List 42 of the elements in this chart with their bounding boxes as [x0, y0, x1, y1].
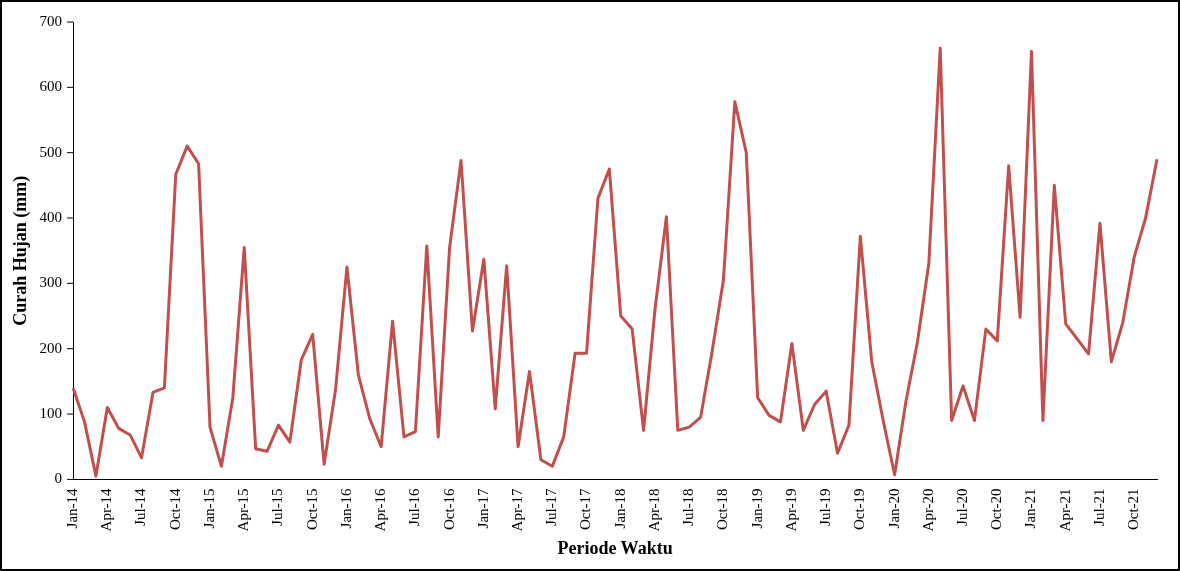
x-tick-label: Apr-15 — [235, 488, 252, 532]
x-tick-label: Jul-15 — [269, 488, 286, 526]
x-tick-label: Oct-16 — [440, 487, 457, 531]
x-tick-label: Jan-18 — [611, 488, 628, 529]
x-tick-label: Apr-18 — [645, 488, 662, 532]
x-tick-label: Jul-17 — [543, 487, 560, 526]
x-tick-label: Jul-18 — [680, 488, 697, 526]
x-tick-label: Oct-18 — [714, 488, 731, 531]
x-tick-label: Jan-14 — [64, 487, 81, 529]
x-tick-label: Jul-20 — [953, 488, 970, 526]
y-tick-label: 400 — [39, 208, 63, 225]
x-tick-label: Jan-20 — [885, 488, 902, 529]
x-tick-label: Jan-19 — [748, 488, 765, 529]
x-tick-label: Apr-20 — [919, 488, 936, 532]
x-tick-label: Apr-14 — [98, 487, 115, 532]
y-axis-title: Curah Hujan (mm) — [10, 175, 32, 326]
x-axis-title: Periode Waktu — [557, 537, 673, 558]
y-tick-label: 600 — [39, 78, 63, 95]
x-tick-label: Oct-15 — [303, 488, 320, 531]
x-tick-label: Jan-17 — [474, 487, 491, 529]
y-tick-label: 700 — [39, 12, 63, 29]
x-tick-label: Jul-19 — [817, 488, 834, 526]
y-tick-label: 100 — [39, 404, 63, 421]
y-tick-label: 500 — [39, 143, 63, 160]
x-tick-label: Jul-16 — [406, 487, 423, 526]
x-tick-label: Jan-21 — [1022, 488, 1039, 529]
x-tick-label: Oct-19 — [851, 488, 868, 531]
x-tick-label: Oct-14 — [166, 487, 183, 531]
x-tick-label: Jan-16 — [337, 487, 354, 529]
y-tick-label: 300 — [39, 274, 63, 291]
x-tick-label: Apr-17 — [509, 487, 526, 532]
x-tick-label: Jan-15 — [200, 488, 217, 529]
x-tick-label: Jul-21 — [1090, 488, 1107, 526]
x-tick-label: Apr-21 — [1056, 488, 1073, 532]
x-tick-label: Oct-20 — [988, 488, 1005, 531]
x-tick-label: Oct-21 — [1125, 488, 1142, 531]
x-tick-label: Oct-17 — [577, 487, 594, 531]
x-tick-label: Apr-19 — [782, 488, 799, 532]
x-tick-label: Apr-16 — [372, 487, 389, 532]
y-tick-label: 200 — [39, 339, 63, 356]
x-tick-label: Jul-14 — [132, 487, 149, 526]
y-tick-label: 0 — [54, 470, 63, 487]
